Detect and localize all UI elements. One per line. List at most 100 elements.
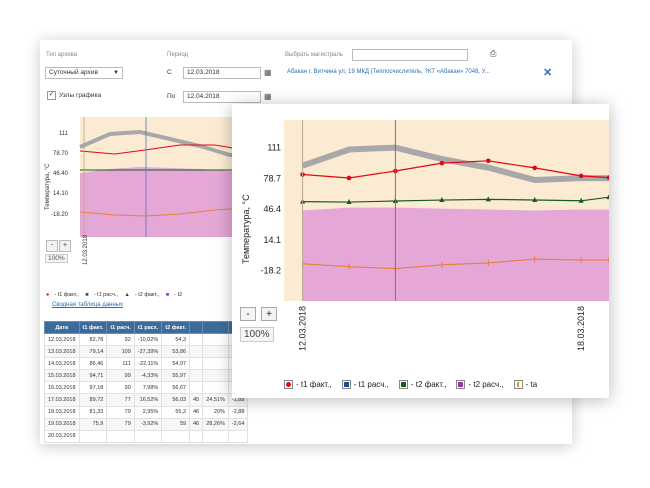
highway-input[interactable] — [352, 49, 468, 61]
t2-fact-line — [302, 196, 609, 203]
column-header[interactable]: t1 расч. — [106, 321, 135, 334]
table-cell — [202, 332, 229, 347]
summary-table-link[interactable]: Сводная таблица данных — [52, 302, 123, 308]
table-cell: 56,03 — [161, 393, 191, 407]
table-cell: 13.03.2018 — [44, 345, 80, 359]
table-cell: 92 — [106, 332, 135, 347]
column-header[interactable]: Дата — [44, 321, 80, 334]
column-header[interactable] — [202, 321, 229, 334]
legend-item[interactable]: - ta — [513, 380, 537, 389]
t2-fact-point — [346, 199, 352, 205]
legend-item[interactable]: - t1 расч., — [341, 380, 389, 389]
table-cell: 46 — [189, 405, 204, 419]
table-cell: 77 — [106, 393, 135, 407]
y-tick-label: 14.1 — [263, 235, 281, 245]
table-cell: 20% — [202, 405, 229, 419]
t2-fact-point — [439, 197, 445, 203]
table-row[interactable]: 16.03.2018 97,18 90 7,98% 56,67 — [44, 381, 249, 395]
column-header[interactable]: t2 факт. — [161, 321, 191, 334]
y-tick-label: 78.7 — [263, 173, 281, 183]
to-label: По — [167, 93, 176, 100]
table-row[interactable]: 13.03.2018 79,14 109 -27,39% 53,86 — [44, 345, 249, 359]
table-cell — [202, 357, 229, 371]
legend-square-icon — [341, 380, 351, 389]
bg-zoom-level: 100% — [45, 254, 68, 263]
printer-icon[interactable]: ⎙ — [490, 49, 497, 58]
legend-item[interactable]: - t1 факт., — [284, 380, 332, 389]
to-date-input[interactable]: 12.04.2018 — [183, 91, 261, 103]
bg-legend-item: - t2 — [174, 292, 183, 298]
table-cell: 45 — [189, 393, 204, 407]
legend-label: - t1 расч., — [353, 380, 389, 389]
bg-legend-item: - t2 факт., — [134, 292, 160, 298]
archive-type-value: Суточный архив — [49, 69, 98, 76]
bg-zoom-in-button[interactable]: + — [59, 240, 71, 252]
table-cell: 20.03.2018 — [44, 429, 80, 443]
table-cell — [202, 429, 229, 443]
legend-item[interactable]: - t2 факт., — [398, 380, 447, 389]
t1-calc-line — [301, 144, 609, 184]
highway-label: Выбрать магистраль — [285, 52, 343, 58]
table-cell: -27,39% — [133, 345, 163, 359]
t1-fact-point — [439, 160, 445, 166]
calendar-icon[interactable]: ▦ — [264, 68, 272, 77]
table-header-row: Дата t1 факт. t1 расч. t1 расх. t2 факт. — [44, 321, 249, 334]
legend-label: - t2 факт., — [410, 380, 447, 389]
table-cell: -4,33% — [133, 369, 163, 383]
table-cell: 7,98% — [133, 381, 163, 395]
bg-zoom-out-button[interactable]: - — [46, 240, 58, 252]
table-cell: 16,52% — [133, 393, 163, 407]
table-cell: 56,67 — [161, 381, 191, 395]
from-label: С — [167, 69, 172, 76]
t2-fact-point — [485, 196, 491, 202]
table-cell: 89,72 — [78, 393, 108, 407]
table-cell — [189, 357, 204, 371]
nodes-checkbox[interactable]: ✓ — [47, 91, 56, 100]
table-row[interactable]: 19.03.2018 75,9 79 -3,92% 59 46 28,26% -2,64 — [44, 417, 249, 431]
zoom-out-button[interactable]: - — [240, 307, 256, 321]
chart-legend: - t1 факт., - t1 расч., - t2 факт., - t2 ра… — [284, 380, 537, 389]
zoom-in-button[interactable]: + — [261, 307, 277, 321]
table-cell: 82,78 — [78, 332, 108, 347]
legend-item[interactable]: - t2 расч., — [456, 380, 504, 389]
bg-y-tick: 46.40 — [53, 171, 69, 177]
table-cell: 99 — [106, 369, 135, 383]
table-cell: 81,33 — [78, 405, 108, 419]
legend-marker-icon: ■ — [165, 292, 170, 298]
table-row[interactable]: 20.03.2018 — [44, 429, 249, 443]
x-tick-label: 18.03.2018 — [576, 306, 586, 351]
legend-label: - t2 расч., — [468, 380, 504, 389]
table-row[interactable]: 12.03.2018 82,78 92 -10,02% 54,3 — [44, 332, 249, 347]
table-cell: 90 — [106, 381, 135, 395]
bg-y-tick: 78.70 — [53, 151, 69, 157]
table-row[interactable]: 18.03.2018 81,33 79 2,95% 55,2 46 20% -2,88 — [44, 405, 249, 419]
table-row[interactable]: 17.03.2018 89,72 77 16,52% 56,03 45 24,51% -1,8… — [44, 393, 249, 407]
table-cell: 19.03.2018 — [44, 417, 80, 431]
table-cell: -2,64 — [227, 417, 249, 431]
archive-type-select[interactable]: Суточный архив ▼ — [45, 67, 123, 79]
table-cell: 79 — [106, 405, 135, 419]
table-cell: 94,71 — [78, 369, 108, 383]
bg-legend: ● - t1 факт., ■ - t1 расч., ▲ - t2 факт., ■… — [46, 292, 187, 298]
table-cell: 97,18 — [78, 381, 108, 395]
table-cell: 109 — [106, 345, 135, 359]
column-header[interactable]: t1 расх. — [133, 321, 163, 334]
nodes-label: Узлы графика — [59, 92, 102, 99]
close-icon[interactable]: ✕ — [543, 67, 553, 79]
table-cell: 79 — [106, 417, 135, 431]
table-cell: 86,46 — [78, 357, 108, 371]
t2-fact-point — [532, 196, 538, 202]
column-header[interactable] — [189, 321, 204, 334]
object-address: Абакан г, Витчина ул, 19 МКД (Теплосчисл… — [287, 69, 490, 75]
table-cell: 15.03.2018 — [44, 369, 80, 383]
table-cell: 2,95% — [133, 405, 163, 419]
t2-fact-point — [578, 197, 584, 203]
y-tick-label: 46.4 — [263, 204, 281, 214]
table-row[interactable]: 15.03.2018 94,71 99 -4,33% 55,97 — [44, 369, 249, 383]
table-cell: -22,11% — [133, 357, 163, 371]
table-row[interactable]: 14.03.2018 86,46 111 -22,11% 54,97 — [44, 357, 249, 371]
from-date-input[interactable]: 12.03.2018 — [183, 67, 261, 79]
archive-type-label: Тип архива — [46, 52, 78, 58]
column-header[interactable]: t1 факт. — [78, 321, 108, 334]
calendar-icon[interactable]: ▦ — [264, 92, 272, 101]
